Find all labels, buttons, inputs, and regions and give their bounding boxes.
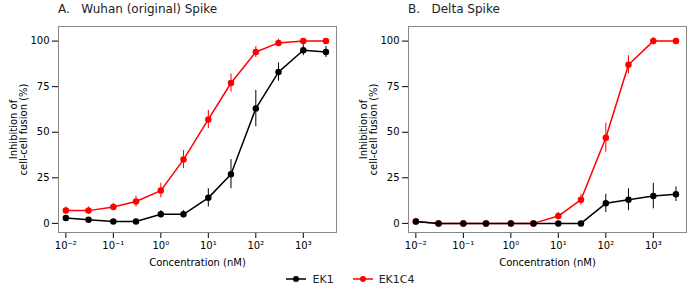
svg-text:10⁰: 10⁰ (502, 240, 519, 251)
svg-text:10²: 10² (247, 240, 264, 251)
html-text:EK1: EK1 (312, 272, 334, 286)
svg-text:10⁻¹: 10⁻¹ (102, 240, 124, 251)
svg-text:10²: 10² (597, 240, 614, 251)
svg-text:Concentration (nM): Concentration (nM) (499, 257, 596, 268)
svg-text:25: 25 (387, 172, 400, 183)
svg-text:Inhibition ofcell-cell fusion: Inhibition ofcell-cell fusion (%) (8, 83, 29, 175)
svg-text:75: 75 (387, 81, 400, 92)
svg-text:10³: 10³ (645, 240, 662, 251)
html-text:A. Wuhan (original) Spike: A. Wuhan (original) Spike (58, 2, 218, 16)
svg-text:25: 25 (37, 172, 50, 183)
svg-text:10⁻²: 10⁻² (405, 240, 427, 251)
svg-text:10¹: 10¹ (550, 240, 567, 251)
svg-text:50: 50 (37, 126, 50, 137)
html-text:EK1C4: EK1C4 (378, 272, 415, 286)
svg-text:10⁰: 10⁰ (152, 240, 169, 251)
svg-text:Inhibition ofcell-cell fusion: Inhibition ofcell-cell fusion (%) (358, 83, 379, 175)
html-text:B. Delta Spike: B. Delta Spike (408, 2, 500, 16)
svg-text:10¹: 10¹ (200, 240, 217, 251)
svg-text:10⁻²: 10⁻² (55, 240, 77, 251)
svg-text:75: 75 (37, 81, 50, 92)
svg-text:0: 0 (393, 218, 399, 229)
svg-text:100: 100 (30, 35, 49, 46)
svg-text:Concentration (nM): Concentration (nM) (149, 257, 246, 268)
svg-text:10³: 10³ (295, 240, 312, 251)
svg-text:0: 0 (43, 218, 49, 229)
svg-text:100: 100 (380, 35, 399, 46)
svg-text:10⁻¹: 10⁻¹ (452, 240, 474, 251)
svg-text:50: 50 (387, 126, 400, 137)
